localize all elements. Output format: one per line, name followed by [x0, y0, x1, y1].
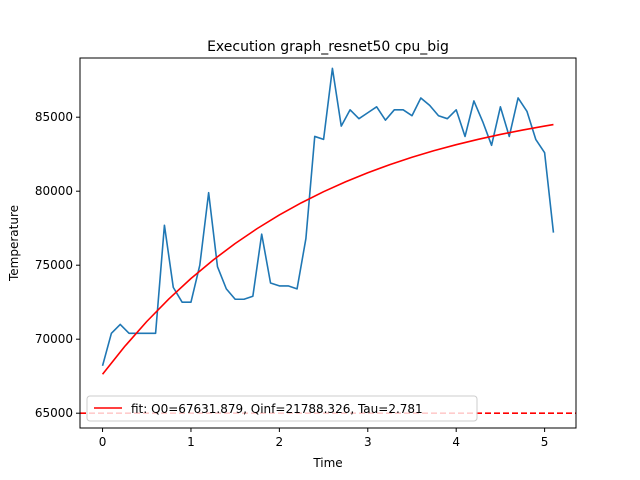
x-axis-label: Time: [312, 456, 342, 470]
x-tick-label: 0: [99, 435, 107, 449]
y-axis: 65000 70000 75000 80000 85000: [35, 110, 80, 420]
plot-frame: [79, 57, 577, 429]
y-tick-label: 70000: [35, 332, 73, 346]
fit-curve-line: [101, 123, 554, 375]
y-axis-label: Temperature: [7, 205, 21, 282]
y-tick-label: 80000: [35, 184, 73, 198]
y-tick-label: 85000: [35, 110, 73, 124]
x-tick-label: 5: [541, 435, 549, 449]
x-axis: 0 1 2 3 4 5: [99, 428, 549, 449]
x-tick-label: 3: [364, 435, 372, 449]
legend-label-fit: fit: Q0=67631.879, Qinf=21788.326, Tau=2…: [131, 402, 423, 416]
x-tick-label: 4: [452, 435, 460, 449]
legend-box: [86, 395, 478, 422]
temperature-line: [101, 67, 555, 367]
x-tick-label: 1: [187, 435, 195, 449]
legend: fit: Q0=67631.879, Qinf=21788.326, Tau=2…: [86, 395, 478, 422]
x-tick-label: 2: [276, 435, 284, 449]
y-tick-label: 75000: [35, 258, 73, 272]
chart-title: Execution graph_resnet50 cpu_big: [207, 39, 449, 55]
y-tick-label: 65000: [35, 406, 73, 420]
plot-area: [79, 57, 577, 429]
